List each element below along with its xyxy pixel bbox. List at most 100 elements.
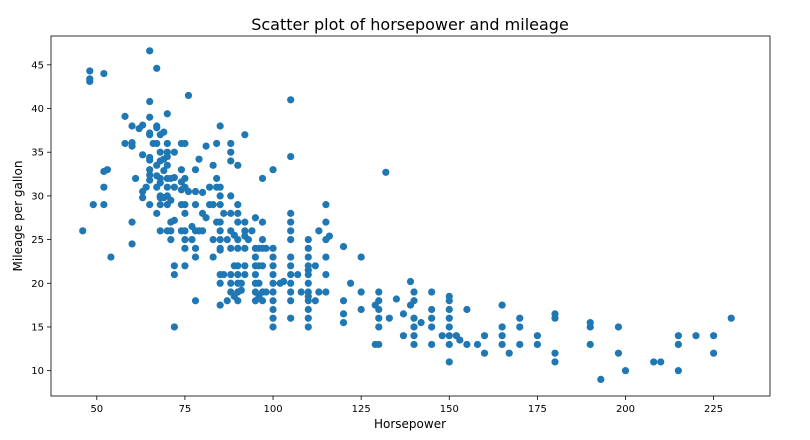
data-point (280, 277, 288, 286)
x-tick-label: 200 (616, 404, 635, 415)
data-point (727, 314, 735, 322)
data-point (216, 227, 224, 235)
data-point (209, 253, 217, 261)
data-point (153, 122, 161, 130)
data-point (406, 277, 415, 286)
y-tick-label: 40 (31, 104, 44, 115)
data-point (311, 262, 319, 270)
data-point (304, 288, 312, 296)
data-point (357, 253, 365, 261)
data-point (216, 244, 224, 252)
data-point (445, 323, 453, 331)
data-point (258, 262, 267, 270)
data-point (216, 301, 224, 309)
data-point (262, 244, 270, 252)
data-point (198, 227, 207, 235)
data-point (269, 297, 277, 305)
data-point (163, 148, 171, 156)
data-point (146, 153, 154, 162)
data-point (209, 235, 217, 244)
data-point (375, 323, 383, 331)
x-tick-label: 125 (352, 404, 371, 415)
data-point (160, 166, 168, 175)
data-point (251, 214, 260, 222)
data-point (223, 297, 231, 305)
data-point (241, 244, 249, 252)
x-tick-label: 50 (90, 404, 103, 415)
data-point (287, 279, 295, 287)
data-point (241, 218, 249, 226)
data-point (480, 332, 489, 340)
data-point (287, 152, 295, 161)
data-point (234, 244, 242, 252)
x-axis-label: Horsepower (374, 417, 446, 431)
data-point (156, 148, 164, 156)
data-point (674, 340, 682, 349)
data-point (86, 67, 94, 75)
data-point (480, 349, 489, 357)
data-point (121, 139, 129, 148)
y-tick-label: 45 (31, 60, 44, 71)
data-point (269, 253, 277, 261)
data-point (533, 332, 541, 340)
data-point (220, 270, 228, 279)
data-point (234, 235, 242, 244)
data-point (287, 253, 295, 261)
data-point (163, 110, 171, 118)
data-point (181, 174, 189, 183)
data-point (146, 129, 154, 137)
data-point (79, 227, 87, 235)
data-point (227, 270, 235, 279)
data-point (410, 297, 418, 305)
data-point (131, 174, 140, 183)
data-point (287, 314, 295, 322)
data-point (170, 183, 178, 191)
data-point (621, 367, 630, 375)
data-point (251, 270, 260, 279)
x-tick-label: 150 (440, 404, 459, 415)
data-point (456, 336, 464, 344)
data-point (89, 201, 97, 209)
data-point (213, 174, 221, 183)
data-point (498, 332, 506, 340)
data-point (385, 314, 393, 322)
data-point (339, 310, 348, 318)
data-point (153, 209, 161, 217)
data-point (227, 244, 235, 252)
y-axis-ticks: 10 15 20 25 30 35 40 45 (31, 60, 51, 377)
data-point (269, 270, 277, 279)
data-point (139, 121, 147, 129)
data-point (216, 201, 224, 209)
data-point (160, 128, 168, 136)
data-point (139, 194, 147, 202)
data-point (287, 297, 295, 305)
data-point (692, 332, 700, 340)
data-point (241, 131, 249, 139)
data-point (322, 201, 330, 209)
data-point (269, 166, 277, 174)
y-tick-label: 20 (31, 279, 44, 290)
data-point (213, 139, 221, 148)
data-point (346, 279, 355, 287)
data-point (410, 332, 418, 340)
data-point (304, 244, 312, 252)
data-point (209, 161, 217, 169)
data-point (322, 288, 330, 296)
data-point (322, 270, 330, 279)
data-point (234, 209, 242, 217)
data-point (241, 270, 249, 279)
x-axis-ticks: 50 75 100 125 150 175 200 225 (90, 396, 723, 415)
data-point (181, 209, 189, 217)
data-point (269, 305, 277, 314)
data-point (181, 227, 189, 235)
data-point (156, 227, 164, 235)
data-point (269, 314, 277, 322)
data-point (156, 201, 164, 209)
data-point (322, 253, 330, 261)
data-point (153, 139, 161, 148)
data-point (304, 235, 312, 244)
data-point (463, 305, 471, 314)
data-point (258, 218, 267, 226)
data-point (251, 253, 260, 261)
data-point (146, 201, 154, 209)
